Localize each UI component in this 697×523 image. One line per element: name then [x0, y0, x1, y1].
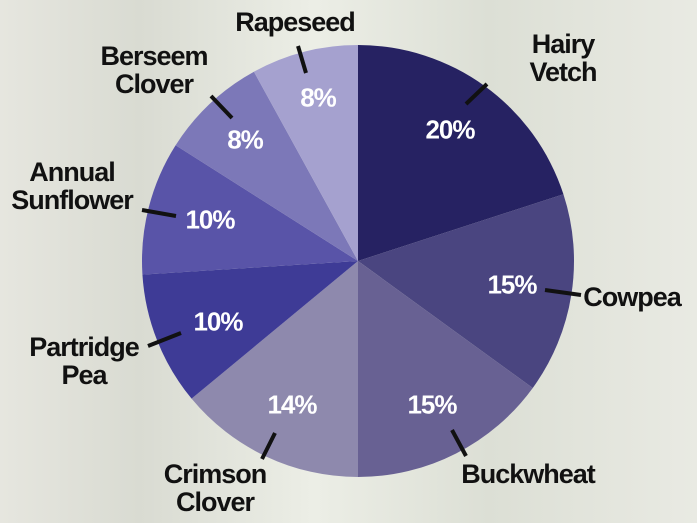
slice-value-label: 20% [425, 115, 474, 146]
slice-label: Cowpea [583, 283, 681, 311]
slice-value-label: 15% [407, 390, 456, 421]
slice-label: Partridge Pea [29, 333, 139, 389]
slice-label: Crimson Clover [164, 460, 267, 516]
slice-label: Rapeseed [235, 8, 355, 36]
slice-label: Hairy Vetch [496, 30, 630, 86]
slice-label: Annual Sunflower [11, 158, 133, 214]
slice-value-label: 15% [487, 270, 536, 301]
slice-value-label: 8% [300, 83, 336, 114]
chart: 20% Hairy Vetch 15% Cowpea 15% Buckwheat 14% Cr… [0, 0, 697, 523]
slice-value-label: 8% [227, 125, 263, 156]
slice-label: Buckwheat [461, 460, 595, 488]
slice-value-label: 14% [267, 390, 316, 421]
slice-label: Berseem Clover [100, 42, 207, 98]
slice-value-label: 10% [193, 307, 242, 338]
slice-value-label: 10% [185, 205, 234, 236]
